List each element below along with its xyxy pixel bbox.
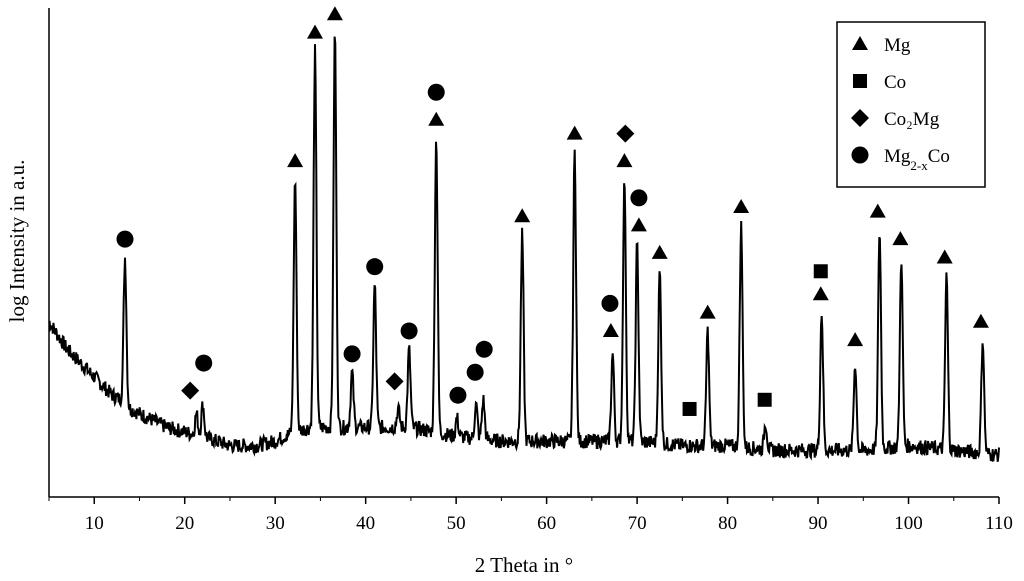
x-tick-label: 60 [537, 513, 556, 534]
peak-circle-marker [195, 354, 213, 372]
peak-diamond-marker [616, 124, 635, 143]
phase-markers [116, 6, 989, 416]
peak-triangle-marker [699, 304, 716, 319]
peak-triangle-marker [972, 313, 989, 328]
peak-circle-marker [475, 340, 493, 358]
peak-circle-marker [601, 294, 619, 312]
peak-triangle-marker [812, 286, 829, 301]
peak-diamond-marker [385, 372, 404, 391]
peak-circle-marker [427, 83, 445, 101]
peak-triangle-marker [326, 6, 343, 21]
diffraction-pattern-line [48, 36, 1000, 462]
x-tick-label: 10 [85, 513, 104, 534]
peak-triangle-marker [892, 231, 909, 246]
legend-label: Mg2-xCo [884, 146, 950, 173]
peak-triangle-marker [630, 217, 647, 232]
peak-triangle-marker [869, 203, 886, 218]
peak-diamond-marker [181, 381, 200, 400]
peak-circle-marker [400, 322, 418, 340]
peak-triangle-marker [307, 24, 323, 39]
x-ticks: 10 20 30 40 50 60 70 80 90 100 110 [85, 497, 1013, 534]
peak-circle-marker [116, 230, 134, 248]
peak-triangle-marker [428, 111, 445, 126]
legend-label: Co [884, 72, 906, 93]
plot-area: 10 20 30 40 50 60 70 80 90 100 110 [48, 6, 1013, 534]
x-axis-title: 2 Theta in ° [475, 553, 573, 577]
peak-circle-marker [449, 386, 467, 404]
peak-circle-marker [343, 345, 361, 363]
peak-square-marker [813, 264, 828, 279]
peak-triangle-marker [936, 249, 953, 264]
peak-triangle-marker [566, 125, 583, 140]
peak-triangle-marker [847, 332, 864, 347]
peak-triangle-marker [733, 199, 750, 214]
legend-label: Co₂Mg [884, 109, 940, 130]
legend: Mg Co Co₂Mg Mg2-xCo [836, 21, 986, 188]
legend-diamond-icon [851, 109, 869, 127]
x-tick-label: 50 [447, 513, 466, 534]
peak-triangle-marker [514, 208, 531, 223]
peak-triangle-marker [616, 153, 633, 168]
peak-triangle-marker [287, 153, 304, 168]
peak-circle-marker [630, 189, 648, 207]
peak-triangle-marker [651, 244, 668, 259]
peak-square-marker [682, 401, 697, 416]
x-tick-label: 80 [718, 513, 737, 534]
legend-circle-icon [851, 146, 869, 164]
x-tick-label: 90 [809, 513, 828, 534]
peak-circle-marker [366, 258, 384, 276]
x-minor-ticks [48, 497, 955, 501]
legend-triangle-icon [852, 36, 868, 50]
peak-square-marker [757, 392, 772, 407]
legend-square-icon [853, 74, 867, 88]
x-tick-label: 30 [266, 513, 285, 534]
x-tick-label: 110 [985, 513, 1013, 534]
x-tick-label: 40 [356, 513, 375, 534]
y-axis-title: log Intensity in a.u. [5, 160, 29, 323]
x-tick-label: 100 [894, 513, 923, 534]
peak-triangle-marker [602, 322, 619, 337]
x-tick-label: 70 [628, 513, 647, 534]
legend-label: Mg [884, 35, 911, 56]
x-tick-label: 20 [175, 513, 194, 534]
peak-circle-marker [466, 363, 484, 381]
